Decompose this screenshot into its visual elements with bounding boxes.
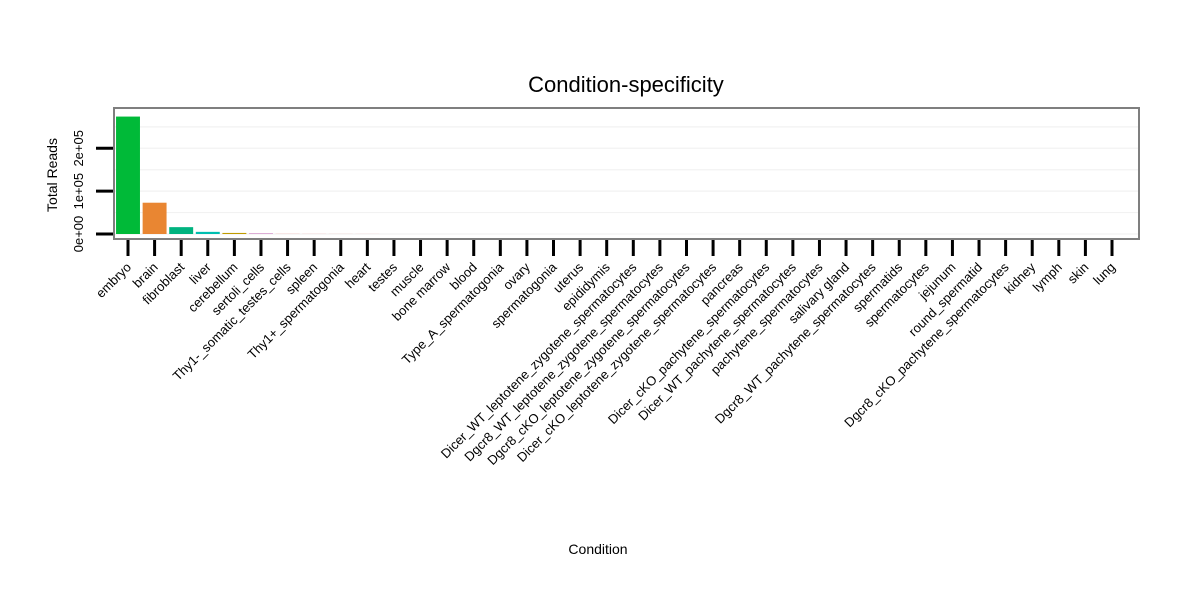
plot-panel-border xyxy=(113,107,1140,240)
bar-brain xyxy=(142,202,167,234)
x-tick-label: skin xyxy=(1065,260,1092,287)
bar-embryo xyxy=(116,116,140,234)
y-tick-label: 1e+05 xyxy=(71,173,86,210)
chart-title: Condition-specificity xyxy=(528,72,724,97)
bar-sertoli-cells xyxy=(249,233,273,234)
y-tick-label: 2e+05 xyxy=(71,130,86,167)
bars xyxy=(116,116,380,234)
grid-lines xyxy=(115,126,1138,235)
bar-liver xyxy=(195,231,220,234)
y-tick-label: 0e+00 xyxy=(71,216,86,253)
x-tick-label: kidney xyxy=(1001,259,1039,297)
x-tick-label: embryo xyxy=(93,260,134,301)
x-axis-title: Condition xyxy=(568,541,627,557)
bar-cerebellum xyxy=(222,232,247,234)
x-tick-label: lymph xyxy=(1030,260,1065,295)
bar-fibroblast xyxy=(169,227,194,234)
y-axis: 0e+00 1e+05 2e+05 xyxy=(71,130,113,252)
x-tick-label: lung xyxy=(1090,260,1118,288)
y-axis-title: Total Reads xyxy=(44,138,60,212)
